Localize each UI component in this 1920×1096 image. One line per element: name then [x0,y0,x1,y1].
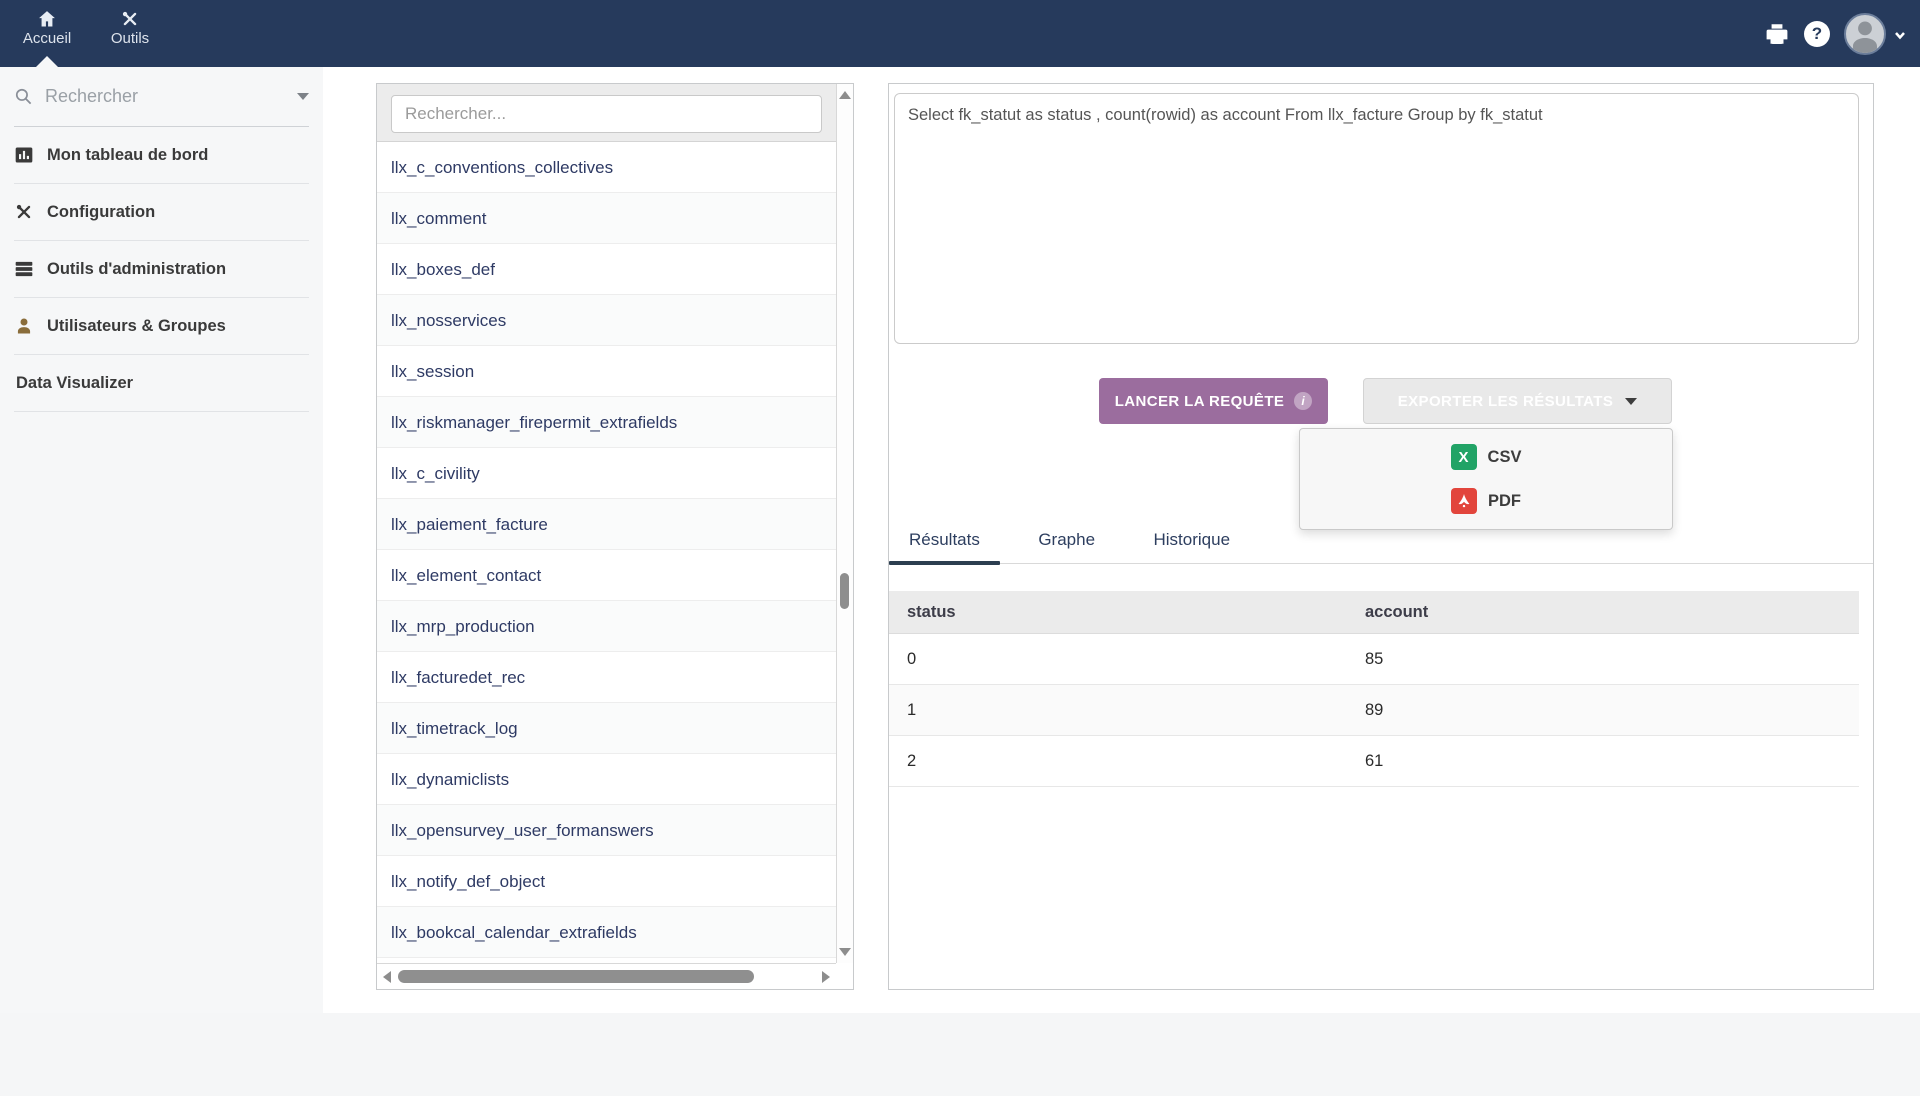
export-results-button[interactable]: EXPORTER LES RÉSULTATS [1363,378,1672,424]
table-list-item[interactable]: llx_element_contact [377,550,836,601]
export-menu-item-pdf[interactable]: PDF [1300,479,1672,523]
table-list-item[interactable]: llx_mrp_production [377,601,836,652]
config-tools-icon [14,202,36,222]
nav-item-accueil[interactable]: Accueil [12,0,82,67]
table-list-item[interactable]: llx_c_civility [377,448,836,499]
sidebar-search[interactable] [14,67,309,127]
table-row: 0 85 [889,634,1859,685]
nav-item-outils[interactable]: Outils [98,0,162,67]
column-header-account: account [1365,603,1429,621]
tab-historique[interactable]: Historique [1153,530,1231,549]
table-list-item[interactable]: llx_paiement_facture [377,499,836,550]
column-header-status: status [907,603,956,621]
top-navbar: Accueil Outils ? [0,0,1920,67]
help-icon[interactable]: ? [1804,20,1830,47]
sidebar-search-input[interactable] [45,86,297,107]
active-nav-indicator [36,56,58,67]
run-query-button[interactable]: LANCER LA REQUÊTE i [1099,378,1328,424]
cell-account: 89 [1365,701,1384,719]
user-icon [14,316,36,336]
printer-icon[interactable] [1764,21,1790,47]
table-list-search-input[interactable] [391,95,822,133]
sidebar-item-users-groups[interactable]: Utilisateurs & Groupes [14,298,309,355]
user-avatar [1844,12,1886,55]
dashboard-chart-icon [14,145,36,165]
scroll-up-arrow-icon[interactable] [839,91,851,99]
sidebar-item-label: Outils d'administration [47,259,227,278]
sidebar-item-label: Configuration [47,202,156,221]
left-sidebar: Mon tableau de bord Configuration Outils… [0,67,323,1013]
tools-icon [122,11,137,26]
table-list-item[interactable]: llx_comment [377,193,836,244]
dropdown-caret-icon[interactable] [297,93,309,100]
table-list-item[interactable]: llx_boxes_def [377,244,836,295]
export-option-label: PDF [1488,491,1521,510]
export-results-label: EXPORTER LES RÉSULTATS [1397,392,1614,410]
run-query-label: LANCER LA REQUÊTE [1114,392,1285,410]
query-results-panel: Select fk_statut as status , count(rowid… [888,83,1874,990]
table-list-item[interactable]: llx_facturedet_rec [377,652,836,703]
scroll-left-arrow-icon[interactable] [383,971,391,983]
export-menu-item-csv[interactable]: X CSV [1300,435,1672,479]
sidebar-item-configuration[interactable]: Configuration [14,184,309,241]
nav-label: Accueil [22,30,72,47]
csv-file-icon: X [1450,444,1477,470]
tab-graphe[interactable]: Graphe [1038,530,1096,549]
sidebar-item-data-visualizer[interactable]: Data Visualizer [14,355,309,412]
sql-query-textarea[interactable]: Select fk_statut as status , count(rowid… [894,93,1859,344]
cell-status: 2 [907,752,917,770]
table-list-item[interactable]: llx_timetrack_log [377,703,836,754]
table-list-item[interactable]: llx_bookcal_calendar_extrafields [377,907,836,958]
pdf-file-icon [1451,488,1477,514]
sidebar-item-label: Mon tableau de bord [47,145,209,164]
scroll-down-arrow-icon[interactable] [839,948,851,956]
vertical-scrollbar[interactable] [836,84,853,963]
table-row: 2 61 [889,736,1859,787]
sidebar-item-label: Data Visualizer [16,373,134,392]
table-list-item[interactable]: llx_nosservices [377,295,836,346]
sidebar-item-dashboard[interactable]: Mon tableau de bord [14,127,309,184]
results-table-header: status account [889,591,1859,634]
cell-account: 61 [1365,752,1384,770]
table-list-item[interactable]: llx_notify_def_object [377,856,836,907]
sidebar-item-label: Utilisateurs & Groupes [47,316,226,335]
table-list-item[interactable]: llx_opensurvey_user_formanswers [377,805,836,856]
table-list-item[interactable]: llx_dynamiclists [377,754,836,805]
table-row: 1 89 [889,685,1859,736]
sidebar-item-admin-tools[interactable]: Outils d'administration [14,241,309,298]
cell-status: 0 [907,650,917,668]
cell-account: 85 [1365,650,1384,668]
table-list: llx_c_conventions_collectives llx_commen… [377,142,836,963]
cell-status: 1 [907,701,917,719]
table-list-item[interactable]: llx_c_conventions_collectives [377,142,836,193]
scroll-right-arrow-icon[interactable] [822,971,830,983]
export-option-label: CSV [1487,447,1522,466]
navbar-right-actions: ? [1764,0,1906,67]
info-icon: i [1294,392,1313,410]
horizontal-scrollbar[interactable] [377,963,836,989]
table-list-item[interactable]: llx_riskmanager_firepermit_extrafields [377,397,836,448]
tab-resultats[interactable]: Résultats [889,515,1000,565]
table-list-item[interactable]: llx_session [377,346,836,397]
search-icon [15,88,32,105]
nav-label: Outils [110,30,150,47]
vertical-scrollbar-thumb[interactable] [840,573,849,609]
export-dropdown-menu: X CSV PDF [1299,428,1673,530]
horizontal-scrollbar-thumb[interactable] [398,970,754,983]
home-icon [39,11,55,27]
table-list-panel: llx_c_conventions_collectives llx_commen… [376,83,854,990]
chevron-down-icon [1894,28,1906,40]
caret-down-icon [1625,397,1638,405]
results-tabs: Résultats Graphe Historique [889,515,1873,565]
results-table: status account 0 85 1 89 2 61 [889,591,1859,787]
server-stack-icon [14,259,36,279]
user-menu[interactable] [1844,12,1906,55]
